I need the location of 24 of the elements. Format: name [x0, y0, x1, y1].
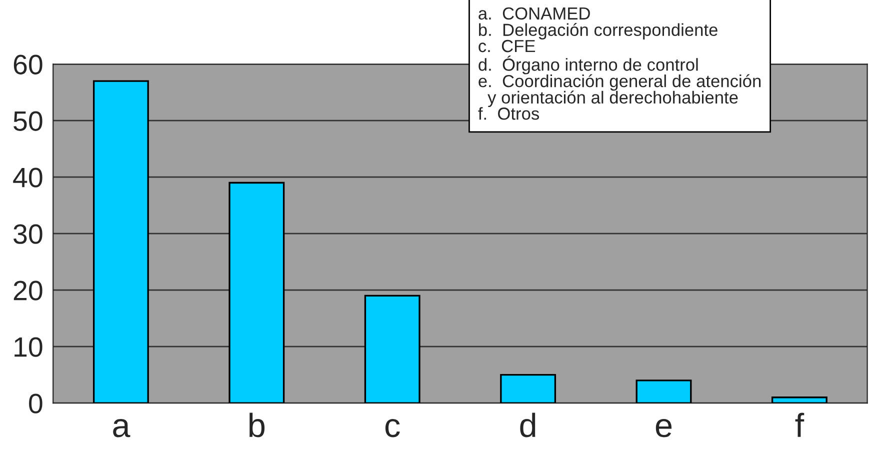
x-tick-label: c	[385, 418, 400, 438]
annotation: d. Órgano interno de control	[478, 56, 698, 74]
x-tick-label: d	[520, 412, 536, 438]
bar	[364, 294, 420, 404]
y-tick-label: 30	[14, 224, 42, 244]
text: c. CFE	[478, 40, 536, 52]
y-tick-label: 40	[13, 168, 42, 188]
x-tick-label: a	[113, 418, 130, 438]
y-tick-label: 60	[14, 54, 42, 74]
bar	[636, 380, 692, 404]
y-tick-label: 0	[29, 394, 42, 414]
y-tick-label: 50	[14, 111, 42, 131]
annotation: f. Otros	[478, 107, 540, 120]
text: a. CONAMED	[478, 7, 590, 20]
y-tick-label: 20	[14, 280, 42, 300]
bar	[92, 80, 149, 404]
x-tick-label: e	[656, 418, 672, 438]
bar	[500, 374, 556, 404]
x-tick-label: b	[250, 412, 265, 438]
bar	[771, 396, 828, 404]
x-tick-label: f	[795, 412, 804, 437]
text: b. Delegación correspondiente	[479, 23, 718, 40]
y-tick-label: 10	[14, 337, 42, 357]
bar	[228, 182, 285, 404]
